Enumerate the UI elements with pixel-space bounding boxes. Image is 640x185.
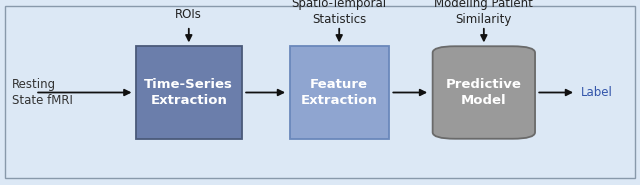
Text: Feature
Extraction: Feature Extraction [301,78,378,107]
FancyBboxPatch shape [433,46,535,139]
Text: Label: Label [581,86,613,99]
Text: Time-Series
Extraction: Time-Series Extraction [145,78,233,107]
Text: Predictive
Model: Predictive Model [446,78,522,107]
Text: Spatio-Temporal
Statistics: Spatio-Temporal Statistics [292,0,387,26]
FancyBboxPatch shape [290,46,389,139]
Text: ROIs: ROIs [175,8,202,21]
Text: Modeling Patient
Similarity: Modeling Patient Similarity [435,0,533,26]
FancyBboxPatch shape [136,46,241,139]
Text: Resting
State fMRI: Resting State fMRI [12,78,72,107]
